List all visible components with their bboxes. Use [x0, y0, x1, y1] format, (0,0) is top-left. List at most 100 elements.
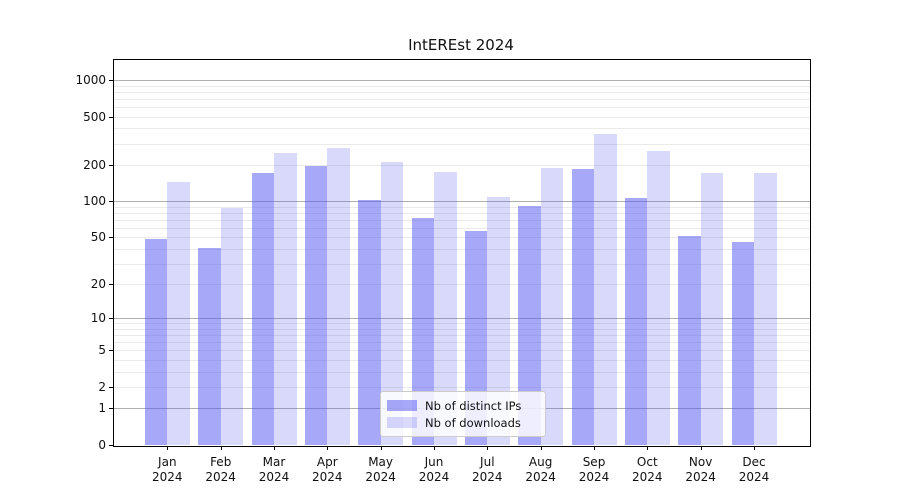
bar-nb-of-distinct-ips-sep	[571, 168, 594, 445]
bar-nb-of-distinct-ips-mar	[251, 172, 274, 445]
y-tick-2	[109, 387, 113, 388]
y-tick-1	[109, 408, 113, 410]
x-tick-label-aug-2024: Aug 2024	[525, 455, 556, 484]
y-tick-500	[109, 116, 113, 118]
bar-nb-of-downloads-oct	[647, 151, 670, 445]
x-tick-aug-2024	[540, 446, 542, 450]
bar-nb-of-distinct-ips-oct	[624, 197, 648, 445]
gridline-minor-30	[114, 263, 810, 265]
x-tick-mar-2024	[274, 446, 275, 450]
legend: Nb of distinct IPs Nb of downloads	[380, 391, 546, 437]
legend-label-distinct-ips: Nb of distinct IPs	[425, 398, 522, 413]
x-tick-label-mar-2024: Mar 2024	[258, 455, 290, 484]
gridline-minor-500	[114, 116, 810, 118]
x-tick-dec-2024	[754, 446, 755, 450]
y-tick-label-100: 100	[83, 194, 106, 209]
y-tick-1000	[109, 80, 113, 81]
y-tick-20	[109, 284, 113, 286]
x-tick-label-jun-2024: Jun 2024	[418, 455, 450, 484]
gridline-minor-40	[114, 248, 810, 250]
gridline-minor-8	[114, 328, 810, 330]
y-tick-50	[109, 237, 113, 239]
bar-nb-of-distinct-ips-aug	[518, 205, 541, 445]
x-tick-sep-2024	[594, 446, 595, 450]
gridline-minor-60	[114, 227, 810, 229]
y-tick-label-1000: 1000	[75, 73, 106, 87]
bar-nb-of-distinct-ips-feb	[198, 247, 221, 445]
y-tick-label-10: 10	[90, 311, 106, 326]
x-tick-label-sep-2024: Sep 2024	[578, 455, 610, 484]
x-tick-apr-2024	[327, 446, 329, 450]
x-tick-label-may-2024: May 2024	[365, 455, 396, 484]
bar-nb-of-downloads-feb	[220, 207, 244, 445]
y-tick-label-0: 0	[98, 438, 106, 452]
y-tick-label-50: 50	[90, 230, 106, 245]
legend-item-distinct-ips: Nb of distinct IPs	[387, 399, 539, 413]
gridline-major-1000	[114, 80, 810, 81]
x-tick-label-feb-2024: Feb 2024	[205, 455, 236, 484]
legend-label-downloads: Nb of downloads	[425, 415, 521, 430]
x-tick-label-jan-2024: Jan 2024	[152, 455, 183, 484]
gridline-minor-3	[114, 371, 810, 373]
legend-swatch-downloads	[387, 417, 417, 428]
bar-nb-of-distinct-ips-apr	[304, 166, 328, 445]
gridline-minor-2	[114, 387, 810, 388]
x-tick-feb-2024	[220, 446, 222, 450]
bar-nb-of-distinct-ips-jan	[144, 239, 168, 445]
gridline-minor-5	[114, 350, 810, 352]
gridline-minor-7	[114, 335, 810, 337]
gridline-minor-70	[114, 219, 810, 221]
x-tick-jan-2024	[167, 446, 169, 450]
bar-nb-of-distinct-ips-dec	[731, 241, 754, 445]
gridline-minor-6	[114, 342, 810, 344]
gridline-minor-700	[114, 98, 810, 100]
y-tick-label-20: 20	[90, 277, 106, 292]
bar-nb-of-distinct-ips-jun	[411, 218, 434, 445]
bar-nb-of-downloads-sep	[594, 133, 617, 445]
bar-nb-of-downloads-aug	[540, 167, 564, 445]
gridline-minor-80	[114, 212, 810, 214]
gridline-major-10	[114, 318, 810, 320]
gridline-minor-90	[114, 206, 810, 208]
y-tick-10	[109, 318, 113, 320]
y-tick-0	[109, 445, 113, 446]
gridline-minor-300	[114, 143, 810, 145]
gridline-minor-50	[114, 237, 810, 239]
gridline-minor-20	[114, 284, 810, 286]
gridline-minor-400	[114, 128, 810, 130]
y-tick-label-200: 200	[83, 157, 106, 172]
x-tick-jun-2024	[434, 446, 435, 450]
chart-title: IntEREst 2024	[408, 36, 514, 54]
gridline-minor-4	[114, 360, 810, 361]
bar-nb-of-downloads-mar	[274, 153, 297, 445]
gridline-major-100	[114, 201, 810, 203]
gridline-minor-200	[114, 164, 810, 166]
gridline-minor-800	[114, 91, 810, 93]
bar-nb-of-distinct-ips-may	[358, 199, 381, 445]
plot-area: Nb of distinct IPs Nb of downloads 1000 5…	[75, 59, 811, 484]
gridline-minor-600	[114, 106, 810, 108]
y-tick-100	[109, 201, 113, 203]
y-tick-200	[109, 164, 113, 166]
x-tick-label-dec-2024: Dec 2024	[738, 455, 770, 484]
x-tick-label-apr-2024: Apr 2024	[312, 455, 343, 484]
bar-nb-of-downloads-may	[380, 162, 404, 445]
x-tick-label-jul-2024: Jul 2024	[472, 455, 503, 484]
bar-nb-of-downloads-dec	[754, 172, 777, 445]
bar-nb-of-downloads-jul	[487, 197, 510, 445]
legend-item-downloads: Nb of downloads	[387, 416, 539, 430]
x-tick-may-2024	[380, 446, 382, 450]
y-tick-label-2: 2	[98, 380, 106, 394]
legend-swatch-distinct-ips	[387, 400, 417, 411]
x-tick-jul-2024	[487, 446, 489, 450]
x-tick-nov-2024	[700, 446, 702, 450]
y-tick-label-1: 1	[98, 401, 106, 416]
bar-nb-of-downloads-jan	[167, 181, 190, 445]
bar-nb-of-downloads-jun	[434, 171, 457, 445]
bar-nb-of-distinct-ips-nov	[678, 236, 701, 445]
y-tick-label-500: 500	[83, 109, 106, 124]
y-tick-label-5: 5	[98, 343, 106, 358]
bar-nb-of-downloads-apr	[327, 148, 350, 445]
x-tick-label-nov-2024: Nov 2024	[685, 455, 716, 484]
